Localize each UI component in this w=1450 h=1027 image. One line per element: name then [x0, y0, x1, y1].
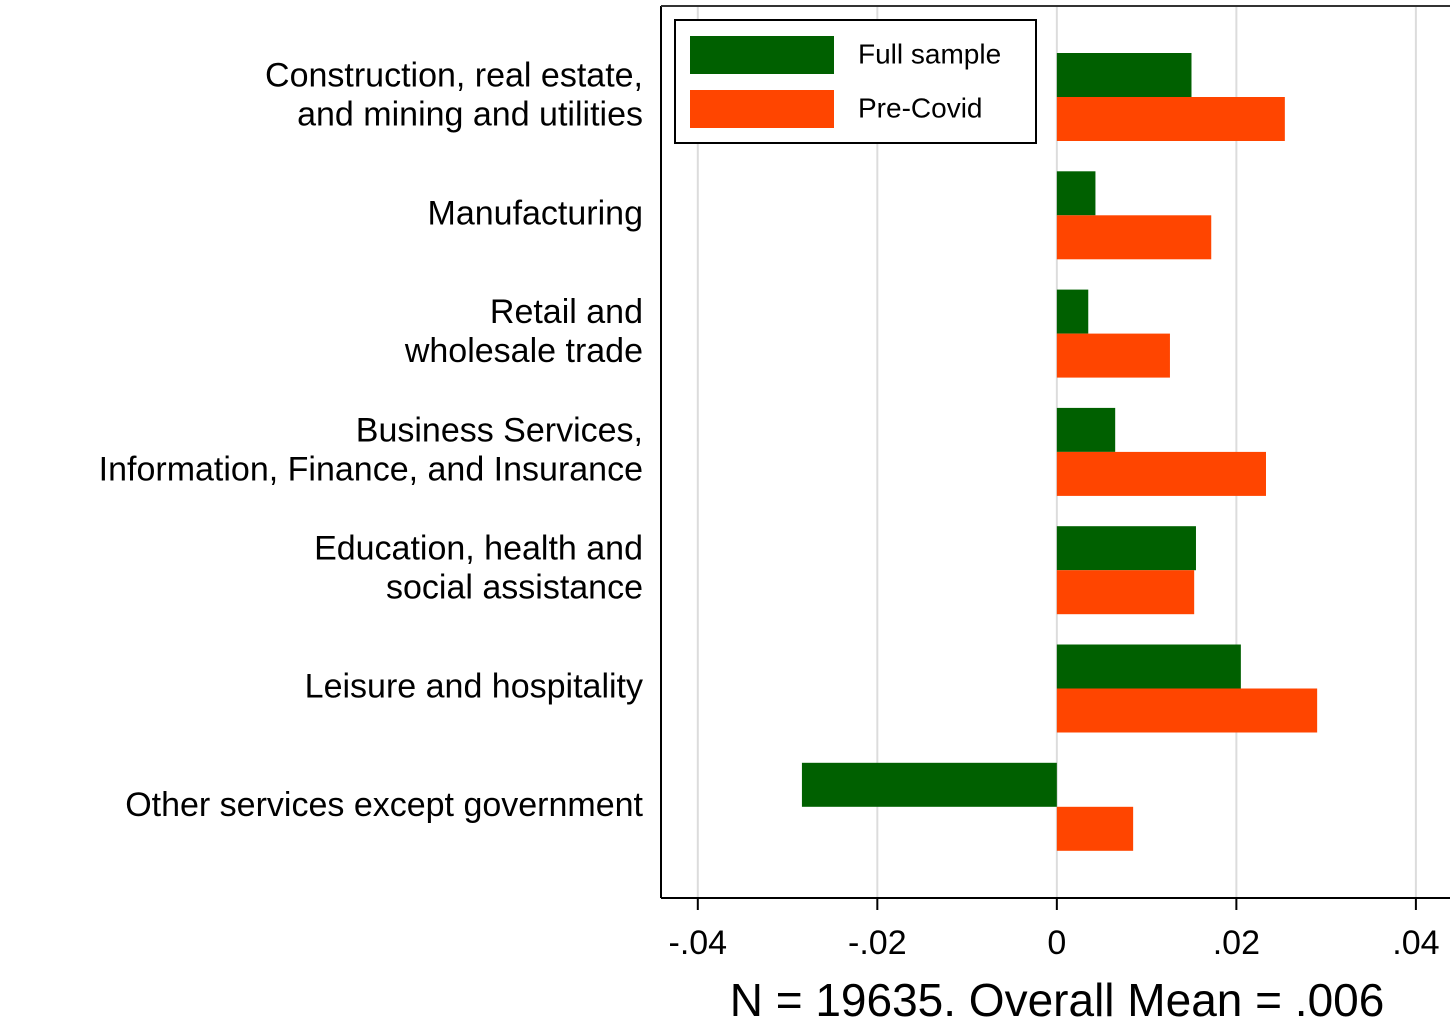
bar [1056, 526, 1196, 571]
y-tick-label: Information, Finance, and Insurance [99, 450, 643, 488]
bar [1056, 171, 1096, 216]
x-tick-label: -.02 [848, 924, 907, 962]
bar [1056, 53, 1192, 97]
bar [1056, 570, 1195, 615]
bar [1056, 451, 1266, 496]
x-axis-title: N = 19635. Overall Mean = .006 [730, 974, 1385, 1026]
bar [1056, 407, 1116, 452]
bar [1056, 806, 1134, 851]
y-tick-label: Other services except government [125, 786, 643, 824]
bar [1056, 289, 1089, 334]
legend-label: Full sample [858, 38, 1001, 69]
y-tick-label: Manufacturing [428, 194, 643, 232]
y-tick-label: wholesale trade [404, 332, 643, 370]
bar [1056, 97, 1285, 141]
y-tick-label: Construction, real estate, [265, 56, 643, 94]
bar [801, 762, 1057, 807]
y-tick-label: Business Services, [356, 411, 643, 449]
legend-label: Pre-Covid [858, 92, 982, 123]
legend-swatch [690, 90, 834, 128]
x-tick-label: .02 [1213, 924, 1260, 962]
x-tick-label: -.04 [669, 924, 728, 962]
bar [1056, 333, 1170, 378]
y-tick-label: Leisure and hospitality [305, 667, 643, 705]
y-tick-label: Retail and [490, 293, 643, 331]
y-tick-label: social assistance [386, 569, 643, 607]
x-tick-label: .04 [1392, 924, 1439, 962]
bar [1056, 215, 1212, 260]
y-tick-label: Education, health and [314, 530, 643, 568]
legend-swatch [690, 36, 834, 74]
y-tick-label: and mining and utilities [297, 95, 643, 133]
bar [1056, 644, 1241, 689]
x-tick-label: 0 [1047, 924, 1066, 962]
bar [1056, 688, 1318, 733]
